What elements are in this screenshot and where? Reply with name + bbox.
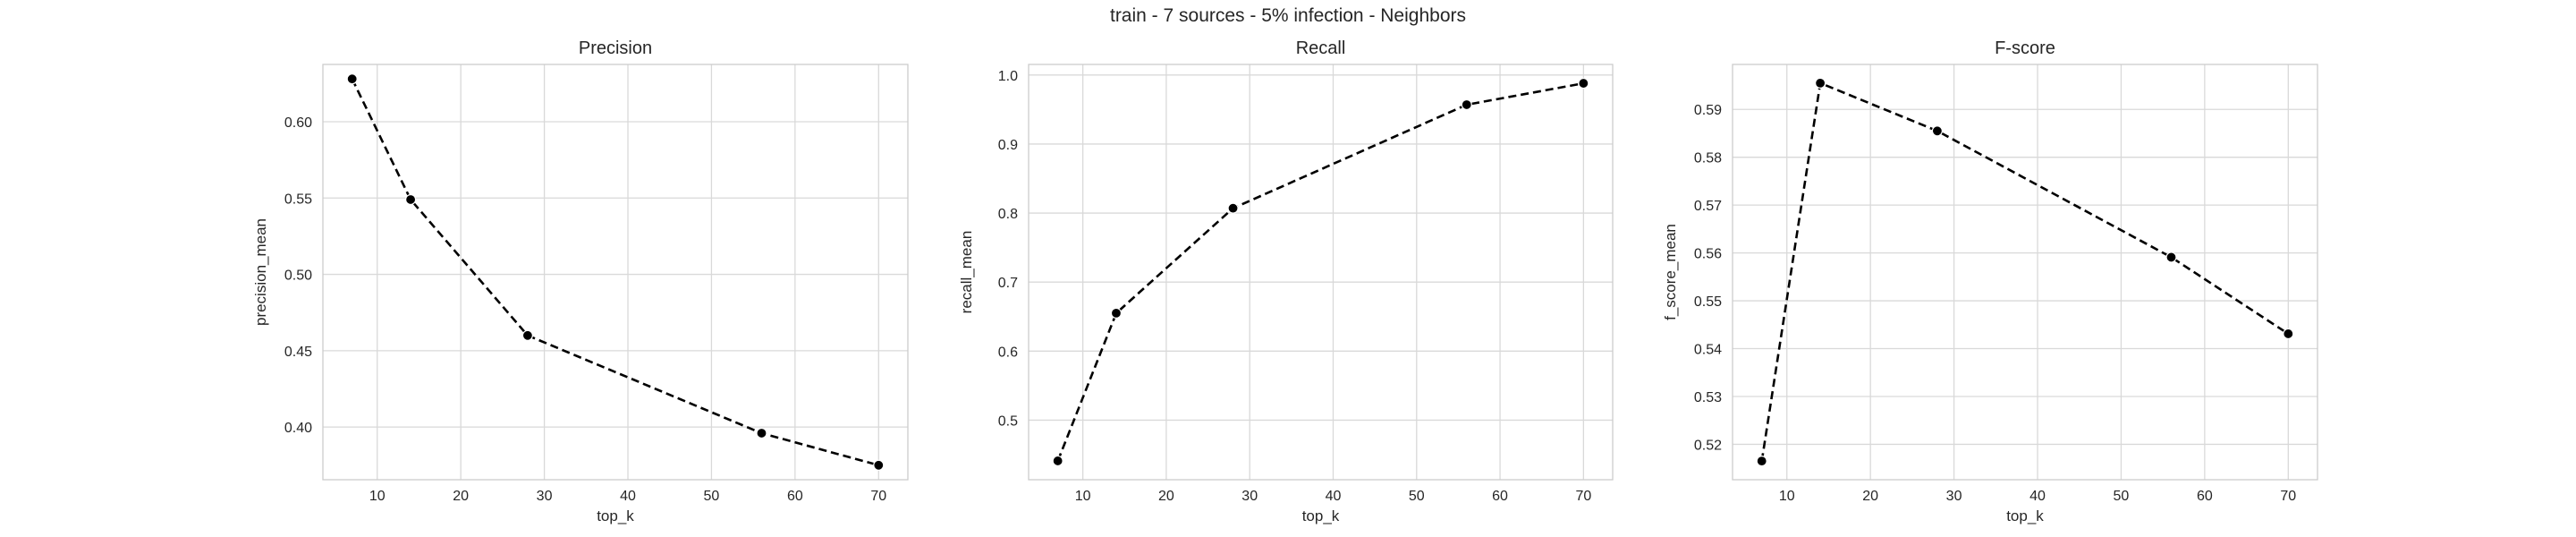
f-score-data-point bbox=[2283, 328, 2294, 340]
f-score-x-tick-label: 20 bbox=[1862, 489, 1878, 504]
recall-x-tick-label: 50 bbox=[1409, 489, 1425, 504]
f-score-x-tick-label: 60 bbox=[2197, 489, 2213, 504]
recall-y-tick-label: 1.0 bbox=[998, 69, 1018, 84]
precision-data-point bbox=[405, 193, 417, 206]
f-score-series-line bbox=[1760, 81, 2290, 462]
f-score-x-tick-label: 40 bbox=[2029, 489, 2046, 504]
f-score-x-axis-label: top_k bbox=[2006, 507, 2044, 524]
precision-x-tick-label: 40 bbox=[620, 489, 636, 504]
recall-y-tick-label: 0.7 bbox=[998, 276, 1018, 291]
recall-x-tick-label: 30 bbox=[1241, 489, 1258, 504]
precision-data-point bbox=[521, 329, 534, 341]
f-score-x-tick-label: 70 bbox=[2280, 489, 2296, 504]
f-score-y-axis-label: f_score_mean bbox=[1662, 224, 1679, 320]
precision-y-axis-label: precision_mean bbox=[252, 218, 269, 326]
f-score-data-point bbox=[1756, 456, 1767, 467]
recall-plot: 10 20 30 40 50 60 70 0.5 0.6 0.7 0.8 0.9 1.0 Recall to… bbox=[958, 38, 1614, 524]
f-score-x-tick-label: 10 bbox=[1779, 489, 1795, 504]
f-score-data-point bbox=[1814, 77, 1826, 89]
precision-plot: 10 20 30 40 50 60 70 0.40 0.45 0.50 0.55 0.60 Precis… bbox=[252, 38, 909, 524]
f-score-data-point bbox=[1931, 125, 1943, 137]
f-score-plot: 10 20 30 40 50 60 70 0.52 0.53 0.54 0.55 0.56 0.57 0.… bbox=[1662, 38, 2318, 524]
precision-x-tick-label: 50 bbox=[704, 489, 720, 504]
f-score-y-tick-label: 0.55 bbox=[1694, 294, 1722, 310]
precision-x-tick-label: 30 bbox=[537, 489, 553, 504]
figure-title: train - 7 sources - 5% infection - Neigh… bbox=[1109, 5, 1466, 26]
recall-data-point bbox=[1578, 77, 1589, 90]
precision-title: Precision bbox=[579, 38, 652, 58]
recall-y-tick-label: 0.9 bbox=[998, 138, 1018, 153]
recall-x-tick-label: 10 bbox=[1075, 489, 1091, 504]
f-score-y-tick-label: 0.52 bbox=[1694, 438, 1722, 453]
recall-x-tick-label: 60 bbox=[1492, 489, 1508, 504]
recall-y-axis-label: recall_mean bbox=[958, 231, 975, 314]
recall-x-axis-label: top_k bbox=[1302, 507, 1340, 524]
precision-x-tick-label: 70 bbox=[870, 489, 886, 504]
f-score-y-tick-label: 0.53 bbox=[1694, 390, 1722, 405]
f-score-data-point bbox=[2165, 251, 2177, 263]
precision-data-point bbox=[756, 427, 767, 439]
f-score-y-tick-label: 0.56 bbox=[1694, 247, 1722, 262]
recall-data-point bbox=[1052, 455, 1063, 467]
precision-x-axis-label: top_k bbox=[597, 507, 634, 524]
precision-x-tick-label: 60 bbox=[787, 489, 803, 504]
precision-y-tick-label: 0.45 bbox=[284, 345, 312, 360]
precision-y-tick-label: 0.40 bbox=[284, 421, 312, 436]
recall-data-point bbox=[1227, 202, 1239, 214]
precision-y-tick-label: 0.60 bbox=[284, 115, 312, 131]
recall-data-point bbox=[1461, 98, 1472, 111]
precision-y-tick-label: 0.50 bbox=[284, 268, 312, 284]
recall-series-line bbox=[1056, 81, 1584, 462]
precision-x-tick-label: 20 bbox=[453, 489, 469, 504]
precision-data-point bbox=[873, 459, 885, 471]
recall-x-tick-label: 70 bbox=[1575, 489, 1591, 504]
precision-x-tick-label: 10 bbox=[369, 489, 386, 504]
f-score-y-tick-label: 0.54 bbox=[1694, 343, 1722, 358]
f-score-axes-frame bbox=[1732, 64, 2318, 481]
f-score-x-tick-label: 50 bbox=[2114, 489, 2130, 504]
f-score-y-tick-label: 0.58 bbox=[1694, 151, 1722, 166]
f-score-title: F-score bbox=[1995, 38, 2055, 58]
recall-title: Recall bbox=[1296, 38, 1346, 58]
f-score-x-tick-label: 30 bbox=[1946, 489, 1962, 504]
f-score-y-tick-label: 0.59 bbox=[1694, 103, 1722, 118]
recall-x-tick-label: 40 bbox=[1326, 489, 1342, 504]
f-score-y-tick-label: 0.57 bbox=[1694, 199, 1722, 214]
recall-y-tick-label: 0.5 bbox=[998, 413, 1018, 429]
precision-y-tick-label: 0.55 bbox=[284, 192, 312, 207]
precision-series-line bbox=[351, 78, 879, 467]
recall-axes-frame bbox=[1028, 64, 1614, 481]
recall-x-tick-label: 20 bbox=[1158, 489, 1174, 504]
recall-y-tick-label: 0.6 bbox=[998, 345, 1018, 360]
recall-data-point bbox=[1110, 307, 1123, 319]
recall-y-tick-label: 0.8 bbox=[998, 207, 1018, 222]
precision-axes-frame bbox=[322, 64, 909, 481]
precision-data-point bbox=[346, 73, 358, 85]
